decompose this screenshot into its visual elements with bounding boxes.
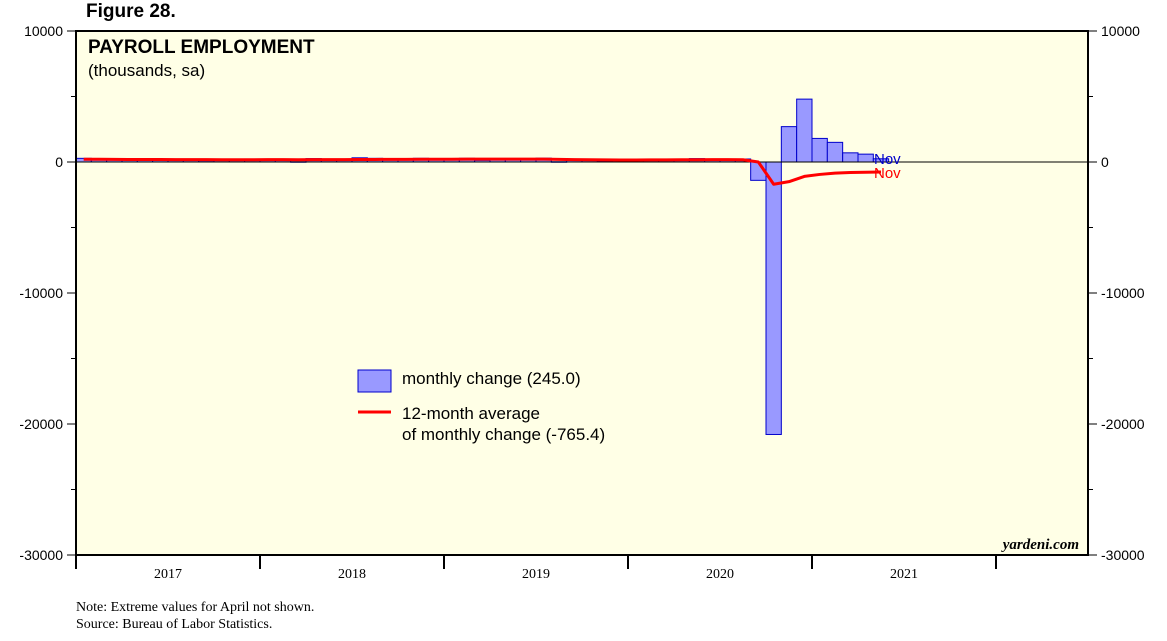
bar-mark [842, 152, 859, 163]
left-axis: 10000 0 -10000 -20000 -30000 [19, 23, 76, 563]
bar-mark [811, 137, 828, 163]
x-tick-label: 2020 [706, 567, 734, 582]
note-line: Note: Extreme values for April not shown… [76, 600, 315, 615]
y-tick-label-right: -10000 [1101, 285, 1145, 301]
x-tick-label: 2017 [154, 567, 182, 582]
legend-line-label-2: of monthly change (-765.4) [402, 425, 605, 444]
source-line: Source: Bureau of Labor Statistics. [76, 617, 273, 632]
average-line [83, 157, 882, 186]
end-label-line: Nov [874, 165, 901, 182]
y-tick-label-left: -10000 [19, 285, 63, 301]
chart-title: PAYROLL EMPLOYMENT [88, 37, 315, 58]
watermark: yardeni.com [1001, 537, 1079, 553]
chart-subtitle: (thousands, sa) [88, 61, 205, 80]
figure-label: Figure 28. [86, 1, 176, 22]
legend-line-label: 12-month average [402, 404, 540, 423]
bar-mark [780, 126, 798, 163]
bar-mark [857, 153, 874, 163]
bar-mark [765, 161, 782, 435]
x-axis: 2017 2018 2019 2020 2021 [75, 555, 997, 582]
x-tick-label: 2021 [890, 567, 918, 582]
y-tick-label-right: -30000 [1101, 547, 1145, 563]
legend-bar-swatch [357, 369, 392, 393]
right-axis: 10000 0 -10000 -20000 -30000 [1088, 23, 1145, 563]
y-tick-label-right: 0 [1101, 154, 1109, 170]
y-tick-label-right: 10000 [1101, 23, 1140, 39]
legend-bar-label: monthly change (245.0) [402, 369, 581, 388]
y-tick-label-left: -20000 [19, 416, 63, 432]
y-tick-label-right: -20000 [1101, 416, 1145, 432]
y-tick-label-left: 10000 [24, 23, 63, 39]
x-tick-label: 2019 [522, 567, 550, 582]
end-label-bars: Nov [874, 151, 901, 168]
y-tick-label-left: -30000 [19, 547, 63, 563]
plot-background [76, 31, 1088, 555]
bar-mark [826, 141, 844, 163]
y-tick-label-left: 0 [55, 154, 63, 170]
bar-mark [796, 98, 813, 163]
x-tick-label: 2018 [338, 567, 366, 582]
